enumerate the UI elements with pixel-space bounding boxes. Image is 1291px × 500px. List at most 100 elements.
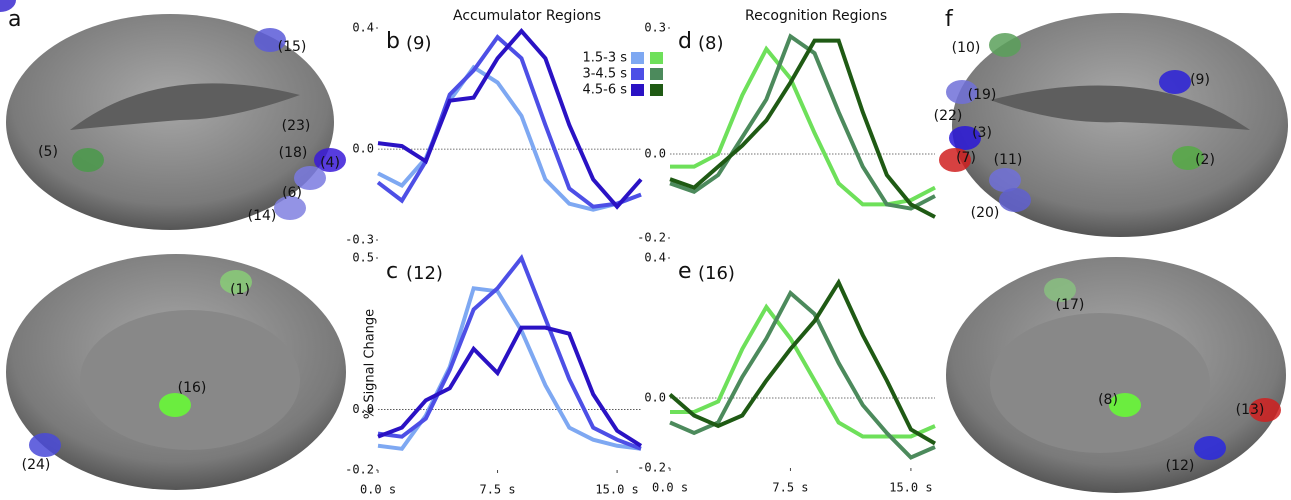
activation-blob: [1194, 436, 1226, 460]
series-line: [669, 289, 936, 460]
chart-title: (12): [406, 263, 443, 284]
legend-label: 1.5-3 s: [582, 51, 627, 66]
activation-blob: [1249, 398, 1281, 422]
activation-blob: [1044, 278, 1076, 302]
chart-subtitle: Recognition Regions: [745, 8, 887, 24]
region-label: (19): [968, 87, 997, 103]
legend-swatch: [650, 52, 663, 64]
activation-blob: [220, 270, 252, 294]
region-label: (4): [320, 155, 340, 171]
region-label: (12): [1166, 458, 1195, 474]
chart-title: (16): [698, 263, 735, 284]
region-label: (15): [278, 39, 307, 55]
y-tick-label: -0.2: [345, 463, 374, 477]
activation-blob: [1159, 70, 1191, 94]
region-label: (10): [952, 40, 981, 56]
legend-swatch: [650, 84, 663, 96]
region-label: (18): [279, 145, 308, 161]
y-tick-label: 0.0: [644, 147, 666, 161]
sulcus: [990, 85, 1250, 130]
activation-blob: [1109, 393, 1141, 417]
series-line: [670, 303, 936, 439]
brain-lateral-right: [952, 13, 1288, 237]
series-line: [377, 64, 642, 212]
series-line: [377, 325, 643, 448]
region-label: (13): [1236, 402, 1265, 418]
activation-blob: [274, 196, 306, 220]
legend-swatch: [650, 68, 663, 80]
panel-letter: e: [678, 259, 692, 284]
panel-letter: c: [386, 259, 398, 284]
y-tick-label: -0.2: [637, 231, 666, 245]
x-tick-label: 0.0 s: [652, 481, 688, 495]
x-tick-label: 15.0 s: [889, 481, 932, 495]
activation-blob: [999, 188, 1031, 212]
x-tick-label: 0.0 s: [360, 483, 396, 497]
y-tick-label: 0.5: [352, 251, 374, 265]
legend-label: 4.5-6 s: [582, 83, 627, 98]
series-line: [669, 33, 936, 211]
region-label: (16): [178, 380, 207, 396]
legend-label: 3-4.5 s: [582, 67, 627, 82]
activation-blob: [989, 33, 1021, 57]
legend-swatch: [631, 84, 644, 96]
region-label: (9): [1190, 72, 1210, 88]
brain-shapes: [6, 13, 1288, 493]
region-label: (20): [971, 205, 1000, 221]
y-tick-label: -0.3: [345, 233, 374, 247]
corpus: [80, 310, 300, 450]
region-label: (5): [38, 144, 58, 160]
region-label: (6): [282, 185, 302, 201]
activation-blob: [1172, 146, 1204, 170]
activation-blob: [0, 0, 16, 12]
region-label: (1): [230, 282, 250, 298]
panel-letter: b: [386, 29, 400, 54]
chart-subtitle: Accumulator Regions: [453, 8, 601, 24]
y-tick-label: 0.3: [644, 21, 666, 35]
y-tick-label: 0.0: [352, 402, 374, 416]
region-label: (2): [1195, 152, 1215, 168]
region-label: (11): [994, 152, 1023, 168]
sulcus: [70, 83, 300, 130]
activation-blob: [72, 148, 104, 172]
region-label: (3): [972, 125, 992, 141]
y-tick-label: 0.4: [644, 251, 666, 265]
activation-blob: [159, 393, 191, 417]
activation-blob: [939, 148, 971, 172]
panel-letter: f: [945, 7, 954, 32]
legend-swatch: [631, 52, 644, 64]
panel-letter: a: [8, 7, 21, 32]
series-line: [377, 254, 642, 451]
region-label: (7): [956, 150, 976, 166]
corpus: [990, 313, 1210, 453]
activation-blob: [254, 28, 286, 52]
region-label: (14): [248, 208, 277, 224]
x-tick-label: 7.5 s: [772, 481, 808, 495]
activation-blob: [946, 80, 978, 104]
region-label: (22): [934, 108, 963, 124]
chart-title: (9): [406, 33, 432, 54]
activation-blob: [314, 148, 346, 172]
y-tick-label: -0.2: [637, 461, 666, 475]
panel-letter: d: [678, 29, 692, 54]
x-tick-label: 15.0 s: [595, 483, 638, 497]
series-line: [669, 38, 936, 219]
activation-blob: [294, 166, 326, 190]
region-label: (24): [22, 457, 51, 473]
brain-lateral-left: [6, 14, 334, 230]
region-label: (17): [1056, 297, 1085, 313]
region-label: (8): [1098, 392, 1118, 408]
activation-blob: [949, 126, 981, 150]
legend-swatch: [631, 68, 644, 80]
y-tick-label: 0.0: [352, 142, 374, 156]
y-axis-label: % Signal Change: [363, 309, 378, 419]
y-tick-label: 0.0: [644, 391, 666, 405]
activation-blob: [29, 433, 61, 457]
y-tick-label: 0.4: [352, 21, 374, 35]
series-line: [377, 27, 643, 210]
activation-blob: [989, 168, 1021, 192]
series-line: [668, 278, 937, 446]
x-tick-label: 7.5 s: [479, 483, 515, 497]
region-label: (23): [282, 118, 311, 134]
